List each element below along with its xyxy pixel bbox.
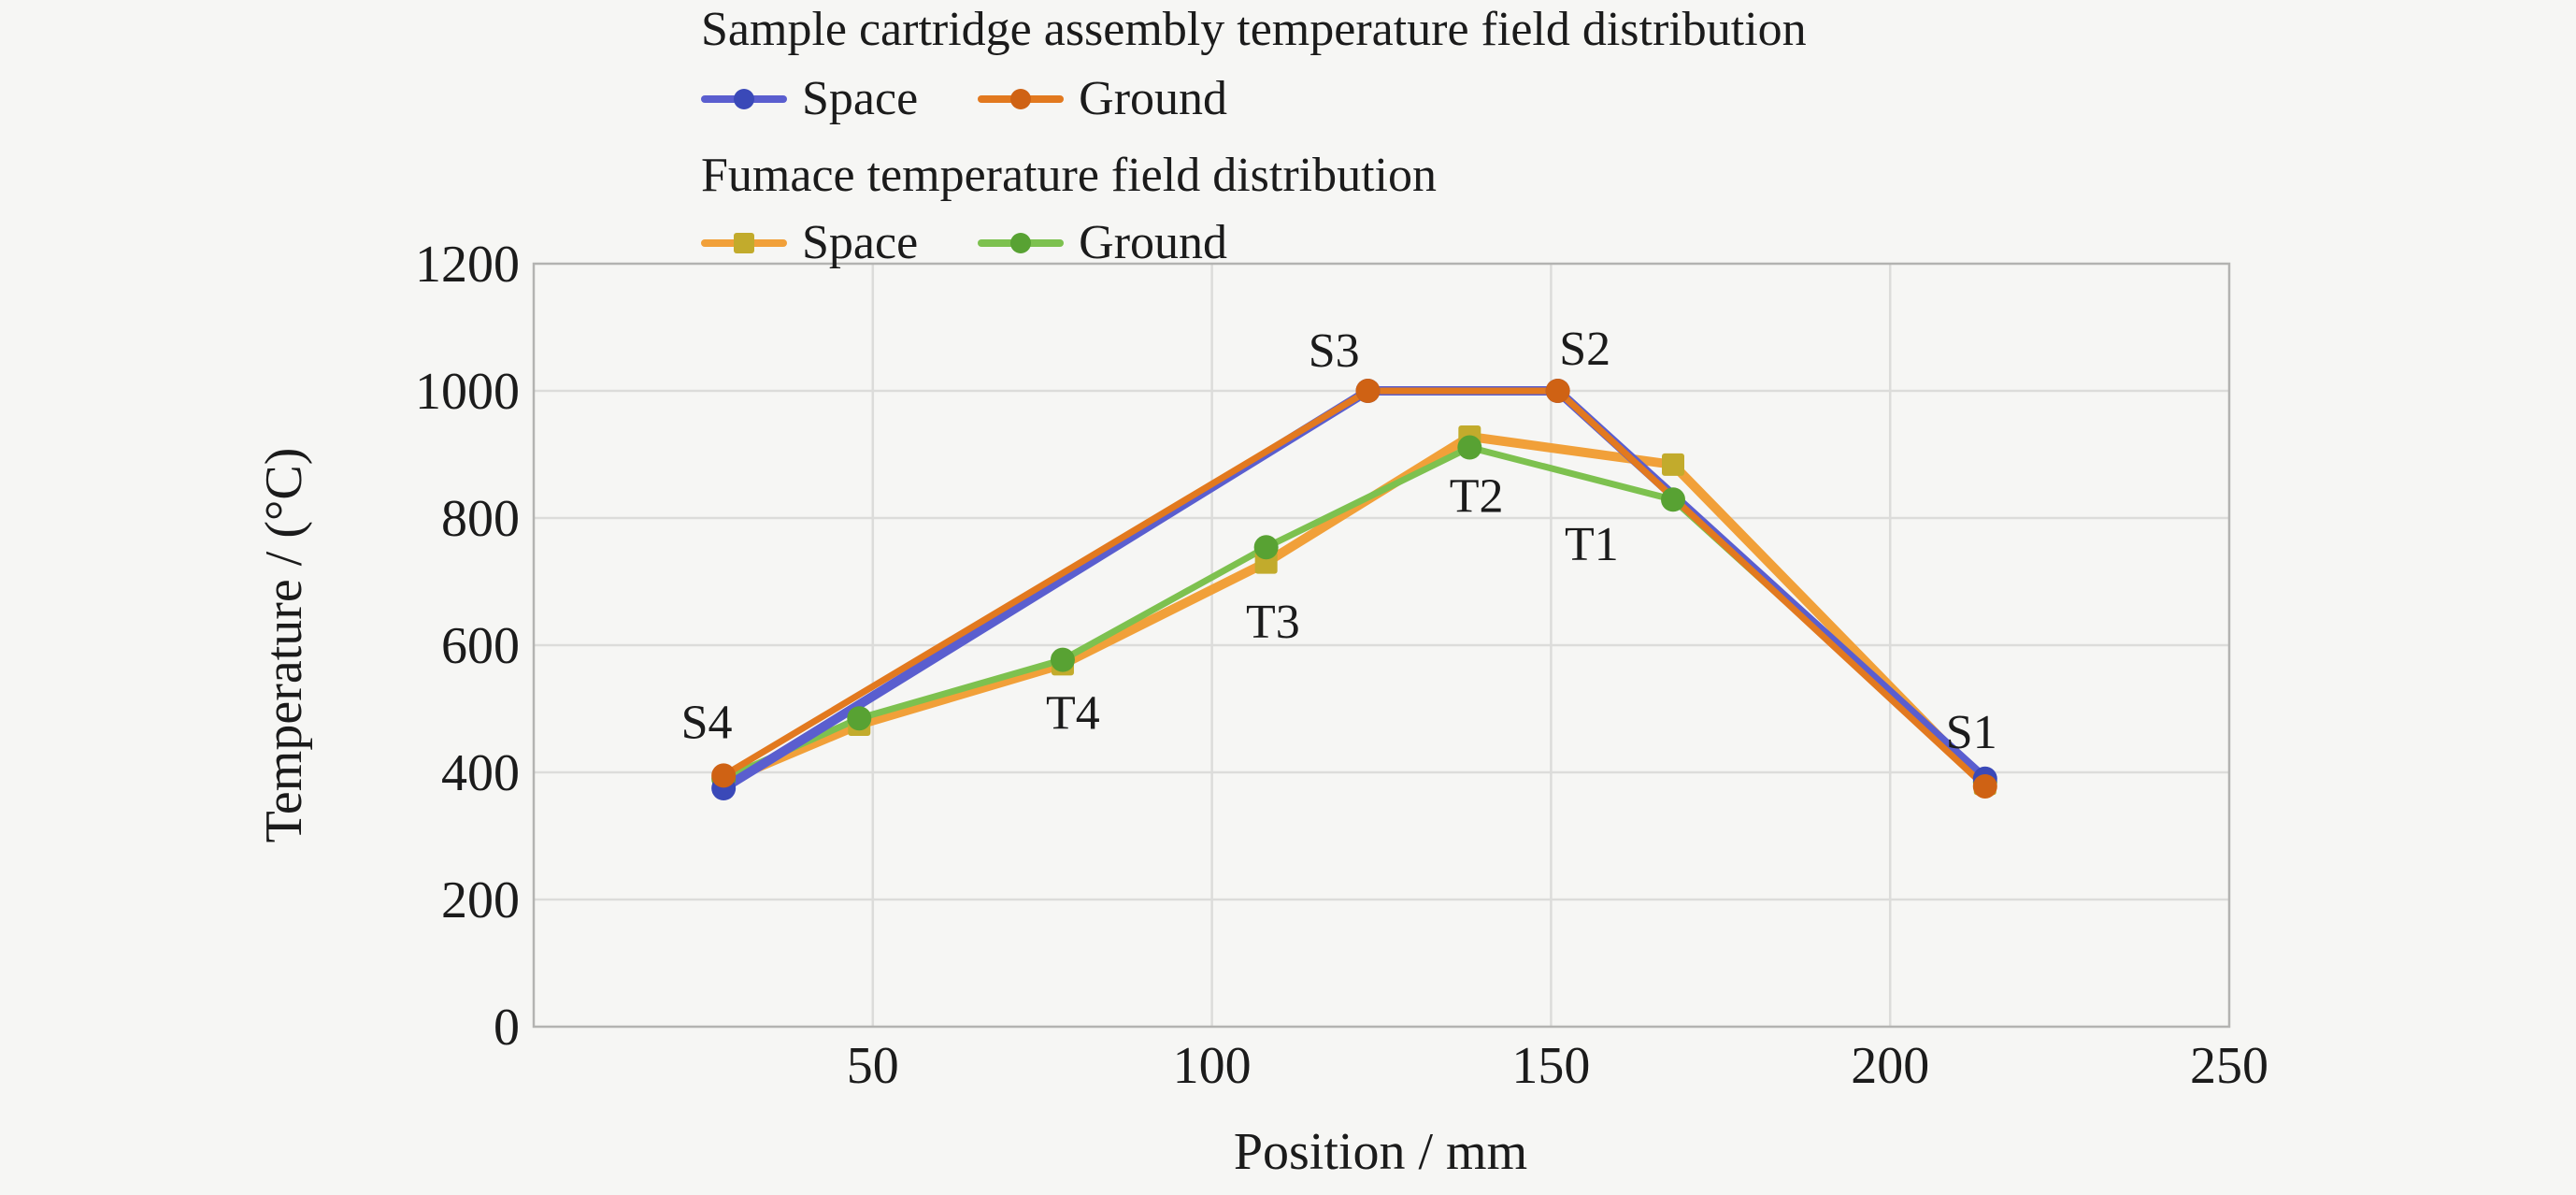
legend-item-furnace-space: Space <box>701 219 918 267</box>
y-axis-title: Temperature / (°C) <box>255 448 313 843</box>
data-point <box>1457 435 1482 460</box>
data-point <box>1355 379 1381 403</box>
data-point <box>1661 487 1686 512</box>
data-point <box>1662 453 1685 476</box>
legend-row-sample: Space Ground <box>701 75 1807 123</box>
y-tick-label: 0 <box>494 999 520 1057</box>
point-label: T4 <box>1046 686 1100 740</box>
x-axis-title: Position / mm <box>1234 1123 1527 1181</box>
data-point <box>1253 535 1279 560</box>
point-label: S2 <box>1559 323 1610 376</box>
series-line <box>720 387 1989 790</box>
legend-label-sample-space: Space <box>802 72 919 125</box>
legend-item-sample-space: Space <box>701 75 918 123</box>
y-tick-label: 200 <box>441 871 520 929</box>
legend-label-furnace-space: Space <box>802 216 919 269</box>
legend-item-sample-ground: Ground <box>978 75 1227 123</box>
point-label: S4 <box>681 697 733 750</box>
legend-label-sample-ground: Ground <box>1079 72 1228 125</box>
point-label: S3 <box>1309 324 1360 378</box>
y-tick-label: 600 <box>441 617 520 675</box>
x-tick-label: 100 <box>1173 1037 1252 1095</box>
point-label: S1 <box>1946 706 1997 759</box>
point-label: T2 <box>1450 470 1504 524</box>
y-tick-label: 800 <box>441 490 520 548</box>
y-tick-label: 400 <box>441 744 520 802</box>
legend: Sample cartridge assembly temperature fi… <box>701 6 1807 267</box>
legend-group-title-sample: Sample cartridge assembly temperature fi… <box>701 3 1807 56</box>
data-point <box>847 706 872 731</box>
x-tick-label: 250 <box>2190 1037 2268 1095</box>
data-point <box>711 763 737 788</box>
plot-frame <box>532 262 2231 1029</box>
point-label: T1 <box>1565 518 1619 571</box>
legend-group-title-furnace: Fumace temperature field distribution <box>701 149 1437 202</box>
legend-swatch-furnace-space <box>701 231 787 255</box>
x-tick-label: 150 <box>1511 1037 1590 1095</box>
point-label: T3 <box>1246 596 1300 649</box>
legend-swatch-sample-space <box>701 87 787 111</box>
y-tick-label: 1200 <box>415 236 520 294</box>
data-point <box>1972 773 1997 799</box>
data-point <box>1050 647 1075 672</box>
legend-item-furnace-ground: Ground <box>978 219 1227 267</box>
y-tick-label: 1000 <box>415 363 520 421</box>
x-tick-label: 50 <box>847 1037 899 1095</box>
legend-swatch-sample-ground <box>978 87 1065 111</box>
legend-row-furnace: Space Ground <box>701 219 1807 267</box>
data-point <box>1545 379 1570 403</box>
x-tick-label: 200 <box>1851 1037 1929 1095</box>
legend-label-furnace-ground: Ground <box>1079 216 1228 269</box>
legend-swatch-furnace-ground <box>978 231 1065 255</box>
